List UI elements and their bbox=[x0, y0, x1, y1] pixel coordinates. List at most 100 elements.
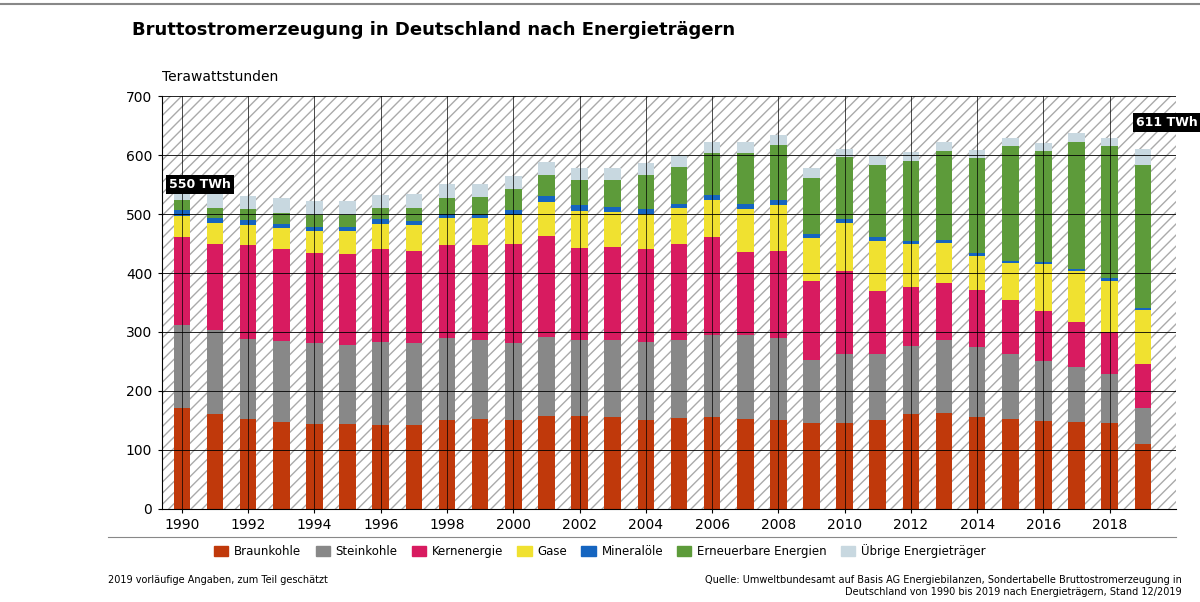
Bar bbox=[1134, 364, 1151, 408]
Bar bbox=[340, 227, 356, 231]
Bar bbox=[274, 213, 289, 223]
Bar bbox=[306, 200, 323, 216]
Bar bbox=[1036, 311, 1051, 361]
Bar bbox=[968, 150, 985, 158]
Bar bbox=[571, 340, 588, 416]
Bar bbox=[274, 223, 289, 228]
Bar bbox=[1036, 361, 1051, 421]
Bar bbox=[472, 215, 488, 218]
Bar bbox=[206, 244, 223, 330]
Bar bbox=[538, 196, 554, 202]
Bar bbox=[306, 216, 323, 227]
Bar bbox=[737, 252, 754, 335]
Bar bbox=[637, 342, 654, 420]
Bar bbox=[770, 135, 787, 145]
Bar bbox=[803, 423, 820, 509]
Bar bbox=[737, 153, 754, 204]
Bar bbox=[870, 355, 886, 420]
Bar bbox=[1002, 354, 1019, 418]
Bar bbox=[1102, 374, 1118, 423]
Bar bbox=[902, 287, 919, 346]
Bar bbox=[1102, 281, 1118, 332]
Bar bbox=[703, 141, 720, 153]
Bar bbox=[1002, 263, 1019, 300]
Bar bbox=[836, 423, 853, 509]
Bar bbox=[274, 341, 289, 422]
Bar bbox=[472, 197, 488, 215]
Bar bbox=[836, 157, 853, 219]
Bar bbox=[306, 424, 323, 509]
Bar bbox=[902, 244, 919, 287]
Bar bbox=[605, 417, 620, 509]
Bar bbox=[1068, 272, 1085, 322]
Bar bbox=[803, 167, 820, 178]
Bar bbox=[340, 345, 356, 424]
Bar bbox=[605, 340, 620, 417]
Bar bbox=[472, 218, 488, 246]
Bar bbox=[206, 414, 223, 509]
Bar bbox=[174, 216, 190, 237]
Bar bbox=[936, 243, 953, 283]
Bar bbox=[902, 152, 919, 161]
Bar bbox=[936, 283, 953, 340]
Bar bbox=[902, 414, 919, 509]
Bar bbox=[439, 246, 455, 338]
Bar bbox=[439, 218, 455, 246]
Bar bbox=[1002, 300, 1019, 354]
Bar bbox=[1002, 137, 1019, 146]
Legend: Braunkohle, Steinkohle, Kernenergie, Gase, Mineralöle, Erneuerbare Energien, Übr: Braunkohle, Steinkohle, Kernenergie, Gas… bbox=[210, 539, 990, 563]
Bar bbox=[240, 246, 257, 339]
Bar bbox=[1102, 146, 1118, 278]
Bar bbox=[340, 201, 356, 215]
Bar bbox=[340, 231, 356, 254]
Bar bbox=[637, 175, 654, 209]
Bar bbox=[1036, 264, 1051, 311]
Bar bbox=[770, 338, 787, 420]
Bar bbox=[505, 244, 522, 343]
Bar bbox=[737, 418, 754, 509]
Bar bbox=[306, 231, 323, 253]
Bar bbox=[1002, 146, 1019, 261]
Bar bbox=[571, 247, 588, 340]
Bar bbox=[1068, 134, 1085, 141]
Bar bbox=[770, 205, 787, 250]
Bar bbox=[703, 200, 720, 237]
Bar bbox=[770, 200, 787, 205]
Bar bbox=[306, 343, 323, 424]
Bar bbox=[968, 347, 985, 417]
Bar bbox=[637, 209, 654, 214]
Bar bbox=[770, 420, 787, 509]
Bar bbox=[870, 291, 886, 355]
Text: Quelle: Umweltbundesamt auf Basis AG Energiebilanzen, Sondertabelle Bruttostrome: Quelle: Umweltbundesamt auf Basis AG Ene… bbox=[706, 575, 1182, 597]
Bar bbox=[340, 254, 356, 345]
Bar bbox=[538, 202, 554, 236]
Bar bbox=[836, 219, 853, 223]
Bar bbox=[1134, 149, 1151, 165]
Bar bbox=[274, 422, 289, 509]
Bar bbox=[605, 167, 620, 180]
Bar bbox=[372, 220, 389, 223]
Bar bbox=[174, 325, 190, 408]
Bar bbox=[770, 250, 787, 338]
Bar bbox=[505, 343, 522, 420]
Bar bbox=[406, 425, 422, 509]
Bar bbox=[174, 200, 190, 210]
Bar bbox=[936, 340, 953, 413]
Bar bbox=[505, 190, 522, 210]
Bar bbox=[968, 158, 985, 253]
Bar bbox=[472, 418, 488, 509]
Bar bbox=[1134, 310, 1151, 364]
Bar bbox=[803, 238, 820, 281]
Text: 550 TWh: 550 TWh bbox=[169, 178, 230, 191]
Bar bbox=[737, 335, 754, 418]
Bar bbox=[1068, 141, 1085, 269]
Bar bbox=[240, 225, 257, 246]
Bar bbox=[439, 197, 455, 214]
Bar bbox=[671, 155, 688, 167]
Bar bbox=[737, 209, 754, 252]
Bar bbox=[240, 339, 257, 419]
Bar bbox=[605, 207, 620, 213]
Bar bbox=[372, 342, 389, 425]
Bar bbox=[936, 413, 953, 509]
Bar bbox=[406, 251, 422, 343]
